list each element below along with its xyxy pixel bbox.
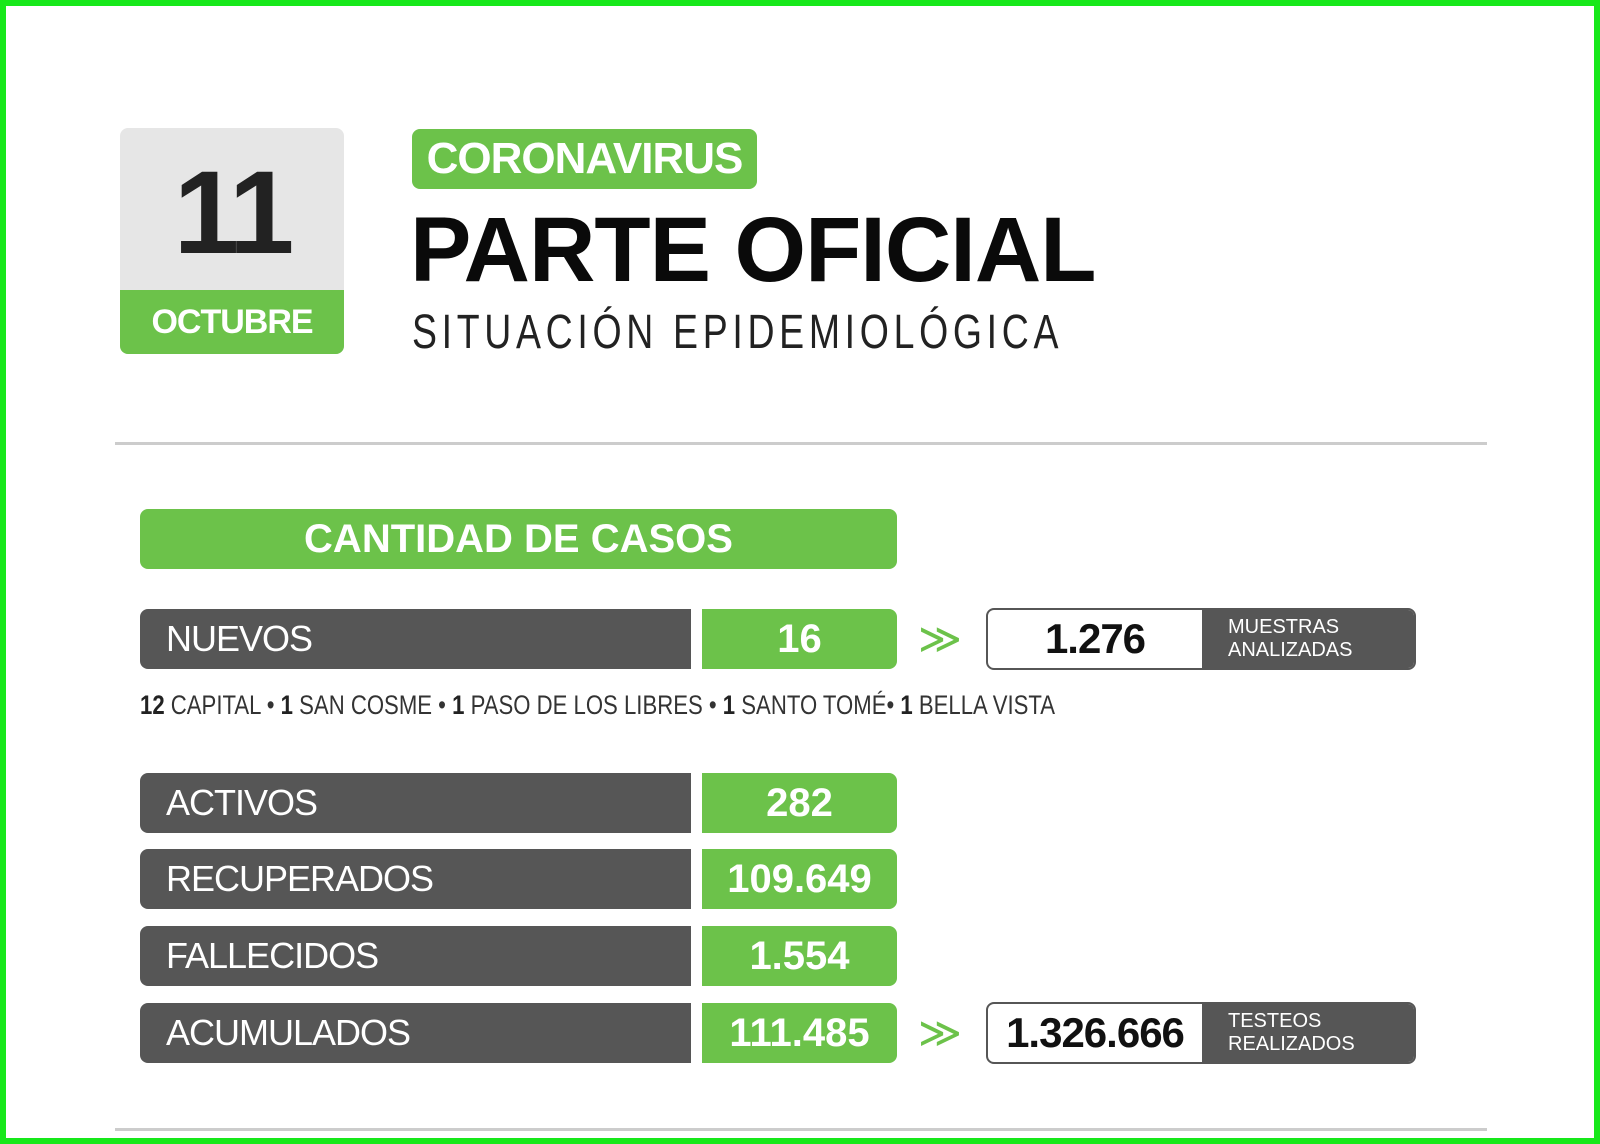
breakdown-count: 1 bbox=[280, 690, 294, 720]
cases-breakdown: 12 CAPITAL • 1 SAN COSME • 1 PASO DE LOS… bbox=[140, 690, 1056, 720]
testeos-label-line1: TESTEOS bbox=[1228, 1010, 1322, 1032]
divider-bottom bbox=[115, 1128, 1487, 1131]
muestras-value: 1.276 bbox=[1044, 615, 1146, 662]
muestras-label: MUESTRAS ANALIZADAS bbox=[1202, 610, 1414, 668]
double-arrow-icon: ≫ bbox=[918, 1009, 962, 1056]
testeos-value: 1.326.666 bbox=[1006, 1009, 1185, 1056]
coronavirus-tag: CORONAVIRUS bbox=[412, 129, 757, 189]
row-value-nuevos: 16 bbox=[702, 609, 897, 669]
breakdown-count: 1 bbox=[452, 690, 465, 720]
row-value-acumulados: 111.485 bbox=[702, 1003, 897, 1063]
testeos-label: TESTEOS REALIZADOS bbox=[1202, 1004, 1414, 1062]
row-label-nuevos: NUEVOS bbox=[140, 609, 691, 669]
date-month: OCTUBRE bbox=[120, 290, 344, 354]
testeos-box: 1.326.666 TESTEOS REALIZADOS bbox=[986, 1002, 1416, 1064]
row-value-activos: 282 bbox=[702, 773, 897, 833]
date-day: 11 bbox=[173, 147, 295, 279]
row-value-recuperados: 109.649 bbox=[702, 849, 897, 909]
breakdown-count: 1 bbox=[900, 690, 913, 720]
breakdown-place: SAN COSME bbox=[299, 690, 433, 720]
testeos-label-line2: REALIZADOS bbox=[1228, 1033, 1355, 1055]
page-subtitle: SITUACIÓN EPIDEMIOLÓGICA bbox=[412, 306, 1064, 359]
row-label-activos: ACTIVOS bbox=[140, 773, 691, 833]
row-value-fallecidos: 1.554 bbox=[702, 926, 897, 986]
breakdown-place: PASO DE LOS LIBRES bbox=[470, 690, 703, 720]
double-arrow-icon: ≫ bbox=[918, 615, 962, 662]
breakdown-place: CAPITAL bbox=[170, 690, 261, 720]
muestras-label-line1: MUESTRAS bbox=[1228, 616, 1340, 638]
breakdown-place: BELLA VISTA bbox=[918, 690, 1056, 720]
row-label-acumulados: ACUMULADOS bbox=[140, 1003, 691, 1063]
date-badge: 11 OCTUBRE bbox=[120, 128, 344, 354]
breakdown-count: 1 bbox=[722, 690, 736, 720]
page-title: PARTE OFICIAL bbox=[410, 199, 1096, 301]
muestras-box: 1.276 MUESTRAS ANALIZADAS bbox=[986, 608, 1416, 670]
breakdown-count: 12 bbox=[140, 690, 165, 720]
muestras-label-line2: ANALIZADAS bbox=[1228, 639, 1353, 661]
divider-top bbox=[115, 442, 1487, 445]
section-title: CANTIDAD DE CASOS bbox=[140, 509, 897, 569]
row-label-recuperados: RECUPERADOS bbox=[140, 849, 691, 909]
row-label-fallecidos: FALLECIDOS bbox=[140, 926, 691, 986]
breakdown-place: SANTO TOMÉ bbox=[741, 690, 887, 720]
